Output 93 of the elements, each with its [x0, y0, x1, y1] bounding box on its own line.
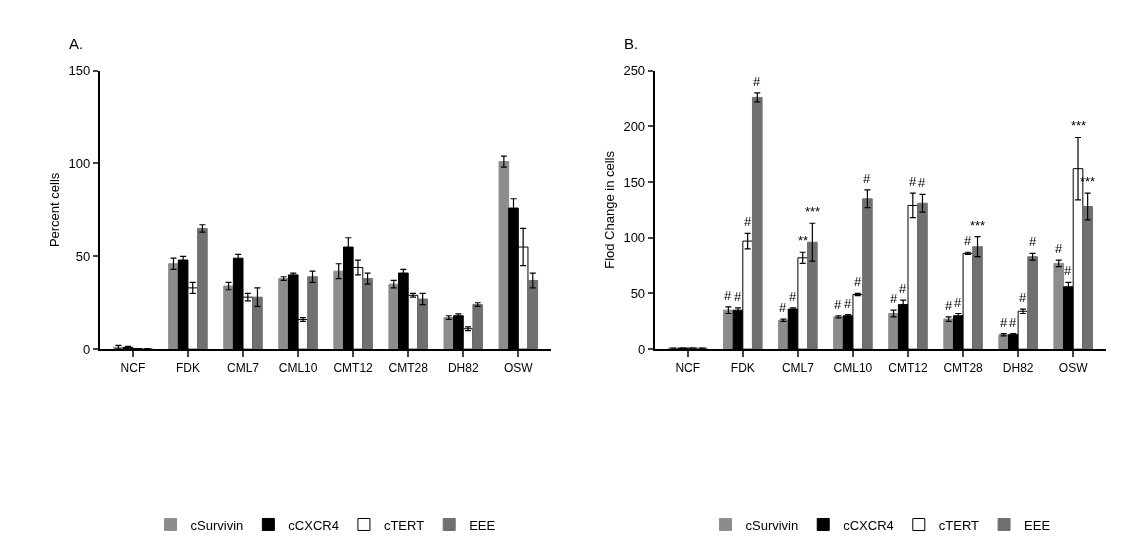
y-tick-label: 150 — [68, 63, 91, 79]
bar — [778, 319, 789, 350]
data-label: # — [1064, 263, 1072, 278]
data-label: # — [789, 289, 797, 304]
y-axis-title: Flod Change in cells — [601, 150, 617, 269]
bar — [972, 246, 983, 350]
x-tick-label: CML7 — [781, 360, 815, 375]
x-tick-label: NCF — [120, 360, 146, 375]
data-label: # — [890, 291, 898, 306]
data-label: # — [724, 288, 732, 303]
data-label: # — [854, 274, 862, 289]
bar — [1082, 206, 1093, 350]
data-label: # — [1000, 315, 1008, 330]
x-tick-label: CMT28 — [943, 360, 984, 375]
bar — [443, 317, 455, 350]
x-tick-label: OSW — [503, 360, 534, 375]
x-tick-label: FDK — [730, 360, 755, 375]
y-tick-label: 0 — [637, 341, 646, 357]
data-label: *** — [970, 218, 986, 233]
x-tick-label: DH82 — [1002, 360, 1034, 375]
legend-label: cSurvivin — [745, 517, 799, 533]
data-label: # — [863, 171, 871, 186]
x-tick-label: NCF — [675, 360, 701, 375]
data-label: # — [844, 296, 852, 311]
legend-label: cTERT — [383, 517, 425, 533]
data-label: # — [753, 74, 761, 89]
x-tick-label: CMT12 — [888, 360, 928, 375]
y-tick-label: 250 — [623, 63, 646, 79]
x-tick-label: FDK — [175, 360, 200, 375]
legend-label: cSurvivin — [190, 517, 244, 533]
legend-label: EEE — [469, 517, 496, 533]
bar — [223, 285, 234, 350]
bar — [723, 309, 734, 350]
data-label: # — [1019, 290, 1027, 305]
data-label: # — [918, 175, 926, 190]
data-label: ** — [798, 233, 809, 248]
y-tick-label: 100 — [623, 230, 646, 246]
data-label: *** — [1071, 118, 1087, 133]
data-label: # — [744, 214, 752, 229]
data-label: # — [945, 298, 953, 313]
data-label: # — [779, 300, 787, 315]
x-tick-label: CML10 — [278, 360, 318, 375]
legend-label: cCXCR4 — [288, 517, 339, 533]
x-tick-label: CML10 — [833, 360, 873, 375]
x-tick-label: CMT28 — [388, 360, 429, 375]
bar — [751, 96, 763, 350]
bar — [527, 279, 539, 350]
y-tick-label: 100 — [68, 156, 91, 172]
bar — [807, 241, 818, 350]
bar — [388, 283, 400, 350]
data-label: # — [1055, 241, 1063, 256]
data-label: # — [964, 233, 972, 248]
legend-label: EEE — [1024, 517, 1051, 533]
bar — [1053, 262, 1065, 350]
y-tick-label: 150 — [623, 174, 646, 190]
data-label: *** — [805, 204, 821, 219]
bar — [998, 334, 1009, 350]
bar — [362, 278, 373, 350]
bar — [307, 276, 318, 350]
y-tick-label: 50 — [75, 248, 91, 264]
legend-label: cCXCR4 — [843, 517, 894, 533]
data-label: # — [1009, 315, 1017, 330]
data-label: # — [954, 295, 962, 310]
bar — [917, 202, 928, 350]
data-label: # — [899, 281, 907, 296]
data-label: # — [1029, 234, 1037, 249]
bar — [1027, 256, 1038, 350]
chart-title: B. — [624, 35, 639, 52]
bar — [168, 263, 179, 350]
x-tick-label: OSW — [1058, 360, 1089, 375]
bar — [417, 298, 428, 350]
data-label: # — [734, 289, 742, 304]
x-tick-label: CMT12 — [333, 360, 374, 375]
bar — [888, 313, 899, 350]
y-tick-label: 50 — [630, 286, 646, 302]
x-tick-label: DH82 — [447, 360, 479, 375]
bar — [943, 318, 954, 350]
bar — [333, 270, 344, 350]
bar — [252, 296, 263, 350]
y-axis-title: Percent cells — [46, 172, 62, 248]
chart-title: A. — [69, 35, 84, 52]
bar — [197, 227, 208, 350]
y-tick-label: 0 — [83, 341, 91, 357]
legend-label: cTERT — [938, 517, 980, 533]
data-label: # — [834, 297, 842, 312]
bar — [498, 161, 510, 350]
bar — [862, 198, 873, 350]
x-tick-label: CML7 — [226, 360, 260, 375]
y-tick-label: 200 — [623, 118, 646, 134]
data-label: # — [909, 174, 917, 189]
bar — [472, 304, 484, 350]
bar — [278, 278, 289, 350]
bar — [833, 316, 844, 350]
